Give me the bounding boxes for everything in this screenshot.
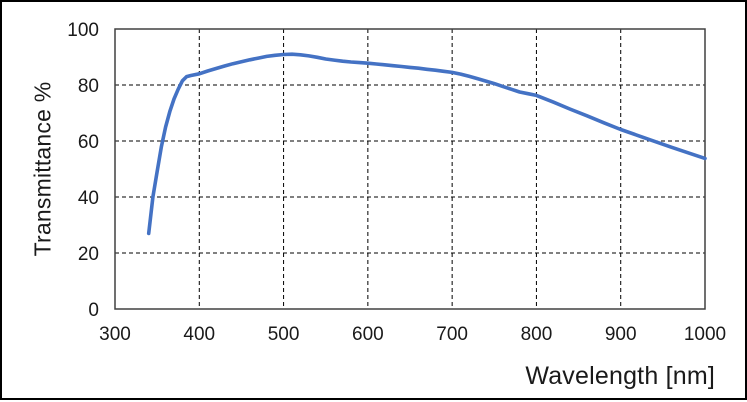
y-tick-label: 60 xyxy=(78,132,99,153)
y-tick-label: 100 xyxy=(67,20,99,41)
y-axis-title: Transmittance % xyxy=(29,81,56,257)
x-tick-label: 400 xyxy=(183,324,215,345)
y-tick-label: 20 xyxy=(78,244,99,265)
gridlines xyxy=(115,29,705,309)
x-tick-label: 500 xyxy=(268,324,300,345)
x-tick-label: 800 xyxy=(521,324,553,345)
y-tick-label: 80 xyxy=(78,76,99,97)
y-tick-label: 0 xyxy=(88,300,99,321)
plot-area xyxy=(114,28,706,310)
x-tick-label: 900 xyxy=(605,324,637,345)
y-tick-label: 40 xyxy=(78,188,99,209)
transmittance-curve xyxy=(146,52,707,236)
x-axis-title: Wavelength [nm] xyxy=(525,362,715,390)
x-tick-label: 600 xyxy=(352,324,384,345)
x-tick-label: 700 xyxy=(436,324,468,345)
y-axis-tick-labels: 0 20 40 60 80 100 xyxy=(67,20,99,321)
x-tick-label: 300 xyxy=(99,324,131,345)
x-tick-label: 1000 xyxy=(684,324,726,345)
x-axis-tick-labels: 300 400 500 600 700 800 900 1000 xyxy=(99,324,726,345)
